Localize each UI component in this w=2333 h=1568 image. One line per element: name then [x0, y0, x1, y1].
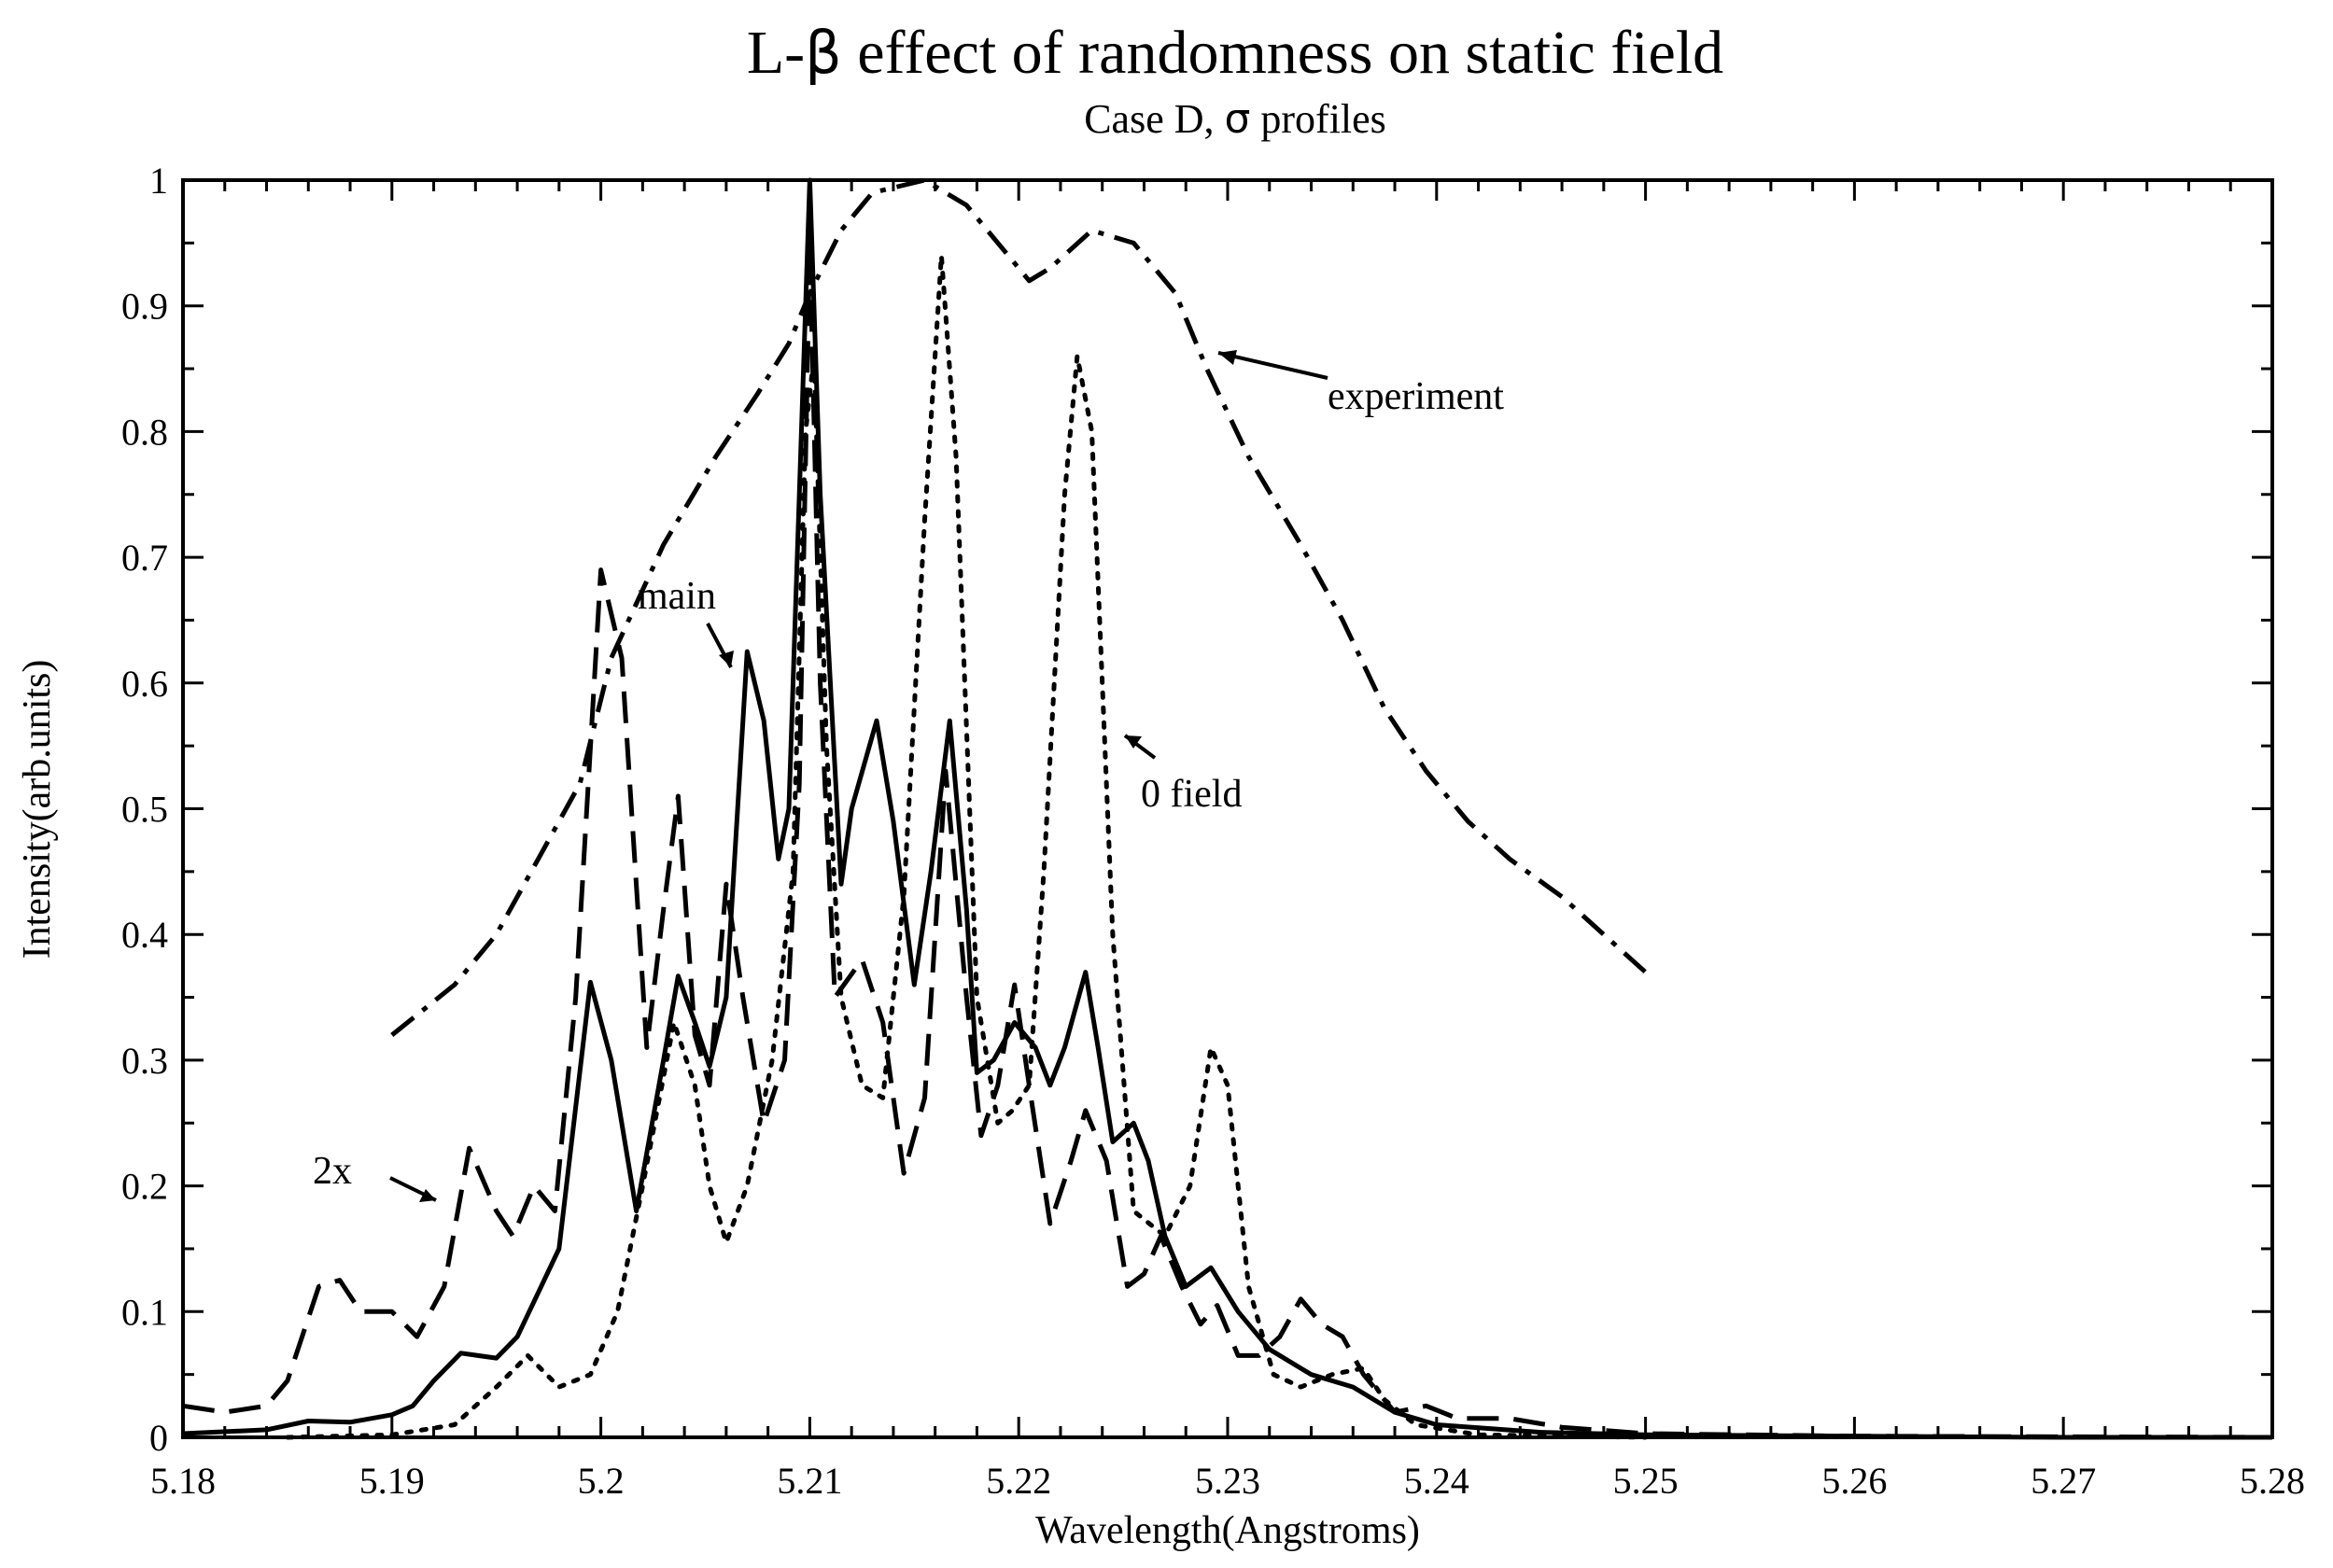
series-group [182, 177, 2273, 1440]
y-axis-label: Intensity(arb.units) [16, 660, 59, 959]
y-tick-label: 0.4 [121, 914, 168, 956]
chart-subtitle: Case D, σ profiles [1084, 95, 1386, 143]
series-line-2x [182, 240, 2273, 1440]
y-tick-label: 0.6 [121, 663, 168, 705]
axis-ticks [181, 178, 2274, 1439]
x-tick-label: 5.24 [1404, 1460, 1469, 1502]
x-tick-label: 5.2 [578, 1460, 625, 1502]
series-line-0-field [285, 253, 1649, 1440]
y-tick-label: 0.7 [121, 537, 168, 579]
x-tick-label: 5.25 [1613, 1460, 1679, 1502]
x-tick-label: 5.22 [986, 1460, 1051, 1502]
tick-labels: 5.18 5.19 5.2 5.21 5.22 5.23 5.24 5.25 5.26 5.27 5… [121, 160, 2305, 1502]
annotation-main: main [638, 575, 716, 618]
chart-title: L-β effect of randomness on static field [747, 19, 1723, 87]
annotation-experiment: experiment [1328, 375, 1504, 418]
x-tick-label: 5.26 [1821, 1460, 1887, 1502]
annotation-2x: 2x [313, 1150, 352, 1193]
arrow-experiment-head [1218, 350, 1237, 365]
x-axis-label: Wavelength(Angstroms) [1035, 1509, 1420, 1552]
y-tick-label: 0.1 [121, 1291, 168, 1333]
arrow-experiment-shaft [1217, 351, 1328, 380]
arrow-2x-head [419, 1189, 436, 1202]
y-tick-label: 0.3 [121, 1040, 168, 1082]
y-tick-label: 1 [149, 160, 168, 202]
x-tick-label: 5.28 [2240, 1460, 2305, 1502]
y-tick-label: 0.2 [121, 1166, 168, 1208]
arrow-main-head [719, 651, 734, 667]
series-line-experiment [390, 177, 1648, 1037]
x-tick-label: 5.23 [1195, 1460, 1260, 1502]
y-tick-label: 0.8 [121, 411, 168, 453]
x-tick-label: 5.21 [777, 1460, 842, 1502]
x-tick-label: 5.27 [2031, 1460, 2096, 1502]
arrow-0-field-head [1125, 735, 1142, 749]
x-tick-label: 5.18 [150, 1460, 216, 1502]
y-tick-label: 0 [149, 1417, 168, 1459]
x-tick-label: 5.19 [359, 1460, 425, 1502]
series-line-main [182, 177, 2272, 1440]
y-tick-label: 0.9 [121, 286, 168, 328]
y-tick-label: 0.5 [121, 789, 168, 831]
annotation-0-field: 0 field [1141, 773, 1242, 816]
